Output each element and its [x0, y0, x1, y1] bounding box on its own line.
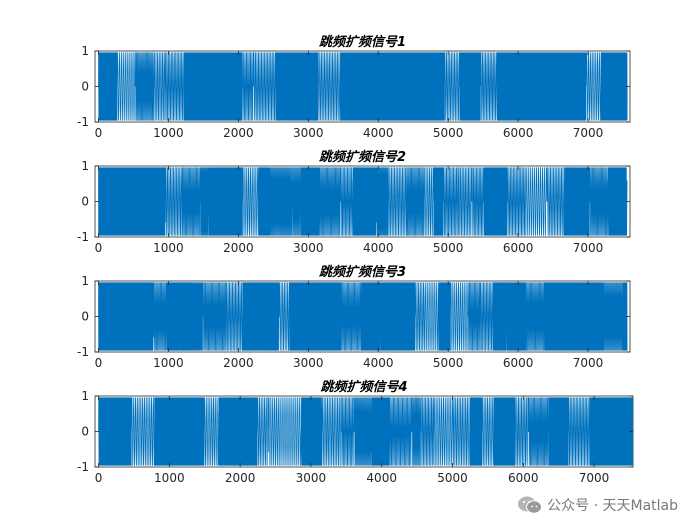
- x-tick-label: 2000: [223, 126, 254, 140]
- x-tick-label: 2000: [225, 471, 256, 485]
- x-tick-label: 6000: [508, 471, 539, 485]
- x-tick-label: 7000: [573, 356, 604, 370]
- y-tick-label: 1: [81, 159, 89, 173]
- x-tick-label: 3000: [296, 471, 327, 485]
- x-tick-label: 2000: [223, 356, 254, 370]
- x-tick-label: 7000: [573, 126, 604, 140]
- x-tick-label: 4000: [363, 126, 394, 140]
- subplot-title: 跳频扩频信号2: [319, 149, 406, 165]
- x-tick-label: 5000: [433, 126, 464, 140]
- x-tick-label: 5000: [433, 356, 464, 370]
- x-tick-label: 1000: [153, 356, 184, 370]
- watermark: 公众号 · 天天Matlab: [517, 495, 678, 515]
- x-tick-label: 4000: [366, 471, 397, 485]
- subplot-1: 0 1000 2000 3000 4000 5000 6000 7000 -1 0 1 跳频扩频信号1: [77, 34, 631, 140]
- subplot-3: 0 1000 2000 3000 4000 5000 6000 7000 -1 0 1 跳频扩频信号3: [77, 264, 631, 370]
- x-tick-label: 1000: [153, 126, 184, 140]
- signal-line-3: [98, 282, 628, 351]
- x-tick-label: 2000: [223, 241, 254, 255]
- x-tick-label: 7000: [573, 241, 604, 255]
- x-tick-label: 0: [95, 241, 103, 255]
- signal-line-1: [98, 52, 628, 121]
- x-tick-label: 5000: [433, 241, 464, 255]
- y-tick-label: 0: [81, 425, 89, 439]
- watermark-text: 公众号 · 天天Matlab: [547, 498, 678, 514]
- y-tick-label: 0: [81, 80, 89, 94]
- wechat-icon: [517, 495, 543, 515]
- x-tick-label: 5000: [437, 471, 468, 485]
- x-tick-label: 1000: [154, 471, 185, 485]
- subplot-2: 0 1000 2000 3000 4000 5000 6000 7000 -1 0 1 跳频扩频信号2: [77, 149, 631, 255]
- x-tick-label: 3000: [293, 241, 324, 255]
- subplot-title: 跳频扩频信号4: [320, 379, 407, 395]
- y-tick-label: 1: [81, 44, 89, 58]
- x-tick-label: 4000: [363, 241, 394, 255]
- signal-line-2: [98, 167, 628, 236]
- subplot-title: 跳频扩频信号1: [319, 34, 406, 50]
- x-tick-label: 0: [95, 356, 103, 370]
- subplot-4: 0 1000 2000 3000 4000 5000 6000 7000 -1 0 1 跳频扩频信号4: [77, 379, 634, 485]
- y-tick-label: -1: [77, 115, 89, 129]
- x-tick-label: 3000: [293, 356, 324, 370]
- y-tick-label: 1: [81, 274, 89, 288]
- x-tick-label: 4000: [363, 356, 394, 370]
- x-tick-label: 6000: [503, 241, 534, 255]
- x-tick-label: 0: [95, 471, 103, 485]
- y-tick-label: 0: [81, 195, 89, 209]
- x-tick-label: 6000: [503, 356, 534, 370]
- x-tick-label: 1000: [153, 241, 184, 255]
- x-tick-label: 7000: [579, 471, 610, 485]
- y-tick-label: -1: [77, 345, 89, 359]
- y-tick-label: -1: [77, 460, 89, 474]
- y-tick-label: 0: [81, 310, 89, 324]
- y-tick-label: -1: [77, 230, 89, 244]
- signal-line-4: [98, 397, 633, 466]
- x-tick-label: 0: [95, 126, 103, 140]
- y-tick-label: 1: [81, 389, 89, 403]
- x-tick-label: 6000: [503, 126, 534, 140]
- subplot-title: 跳频扩频信号3: [319, 264, 406, 280]
- x-tick-label: 3000: [293, 126, 324, 140]
